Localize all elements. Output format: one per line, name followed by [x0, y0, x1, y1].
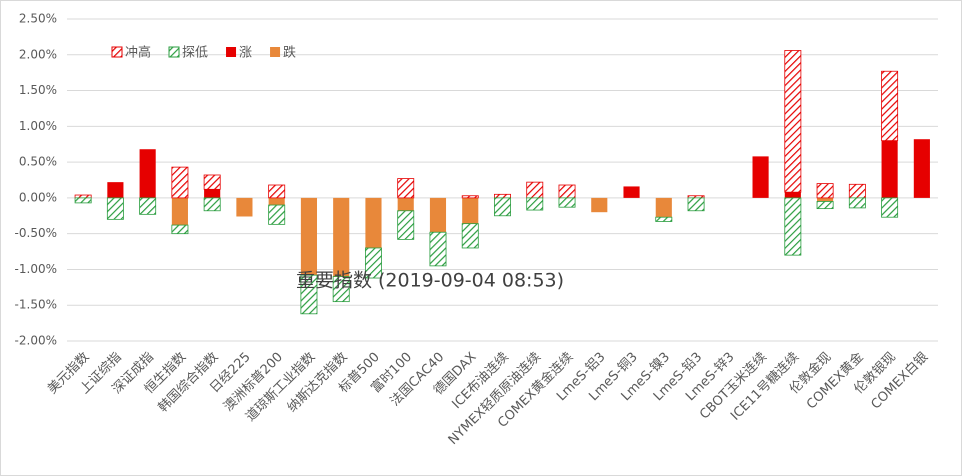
bar-segment — [365, 197, 382, 248]
bar-segment — [397, 197, 414, 211]
bar-segment — [171, 166, 189, 199]
bar-segment — [397, 178, 415, 199]
bar-segment — [171, 224, 189, 235]
bar-segment — [558, 197, 576, 208]
bar-segment — [461, 195, 479, 199]
legend-label: 涨 — [239, 46, 252, 61]
bar-segment — [558, 184, 576, 199]
bar-segment — [881, 70, 899, 142]
bar-segment — [526, 197, 544, 211]
bar-segment — [364, 247, 382, 279]
bar-segment — [333, 197, 350, 277]
bar-segment — [74, 197, 92, 204]
bar-segment — [106, 197, 124, 220]
bar-segment — [397, 210, 415, 240]
legend-swatch — [111, 46, 123, 58]
bar-segment — [204, 189, 221, 198]
bar-segment — [526, 181, 544, 199]
bar-segment — [139, 149, 156, 198]
bar-segment — [817, 197, 834, 202]
bar-segment — [171, 197, 188, 226]
bar-segment — [655, 197, 672, 218]
bar-segment — [816, 201, 834, 210]
bar-segment — [107, 182, 124, 198]
legend-label: 冲高 — [125, 45, 151, 61]
y-tick-label: 0.50% — [19, 155, 57, 169]
chart-title: 重要指数 (2019-09-04 08:53) — [296, 270, 564, 292]
y-tick-label: 2.00% — [19, 47, 57, 61]
bar-segment — [848, 197, 866, 209]
bar-segment — [300, 197, 318, 276]
legend-swatch — [168, 46, 180, 58]
bar-segment — [429, 231, 447, 267]
bar-segment — [203, 174, 221, 190]
bar-segment — [494, 197, 511, 217]
bar-segment — [591, 197, 608, 213]
bar-segment — [300, 274, 318, 315]
legend-label: 跌 — [283, 45, 296, 61]
bar-segment — [139, 197, 157, 215]
bar-segment — [332, 276, 350, 303]
bar-segment — [462, 197, 479, 224]
bar-segment — [784, 50, 802, 193]
bar-segment — [461, 223, 479, 249]
bar-segment — [784, 192, 801, 198]
bar-segment — [494, 193, 511, 199]
y-tick-label: 1.00% — [19, 119, 57, 133]
y-tick-label: 1.50% — [19, 83, 57, 97]
y-tick-label: 2.50% — [19, 12, 57, 26]
bar-segment — [203, 197, 221, 212]
bar-segment — [881, 197, 899, 218]
bar-segment — [268, 197, 285, 206]
bar-segment — [268, 184, 286, 199]
y-tick-label: 0.00% — [19, 190, 57, 204]
bar-segment — [74, 194, 92, 199]
legend-swatch — [226, 47, 237, 57]
legend-swatch — [270, 47, 281, 57]
bar-segment — [623, 186, 640, 198]
bar-segment — [752, 156, 769, 198]
y-tick-label: -0.50% — [15, 226, 57, 240]
legend-label: 探低 — [182, 46, 208, 61]
bar-segment — [236, 197, 253, 217]
bar-segment — [429, 197, 447, 233]
bar-segment — [881, 140, 898, 198]
y-tick-label: -1.00% — [15, 262, 57, 276]
bar-segment — [816, 183, 834, 199]
bar-segment — [268, 204, 286, 225]
bar-segment — [687, 197, 705, 212]
bar-segment — [655, 216, 673, 222]
bar-segment — [848, 183, 866, 199]
y-tick-label: -1.50% — [15, 298, 57, 312]
bar-segment — [784, 197, 802, 256]
y-tick-label: -2.00% — [15, 334, 57, 348]
bar-segment — [913, 139, 930, 198]
